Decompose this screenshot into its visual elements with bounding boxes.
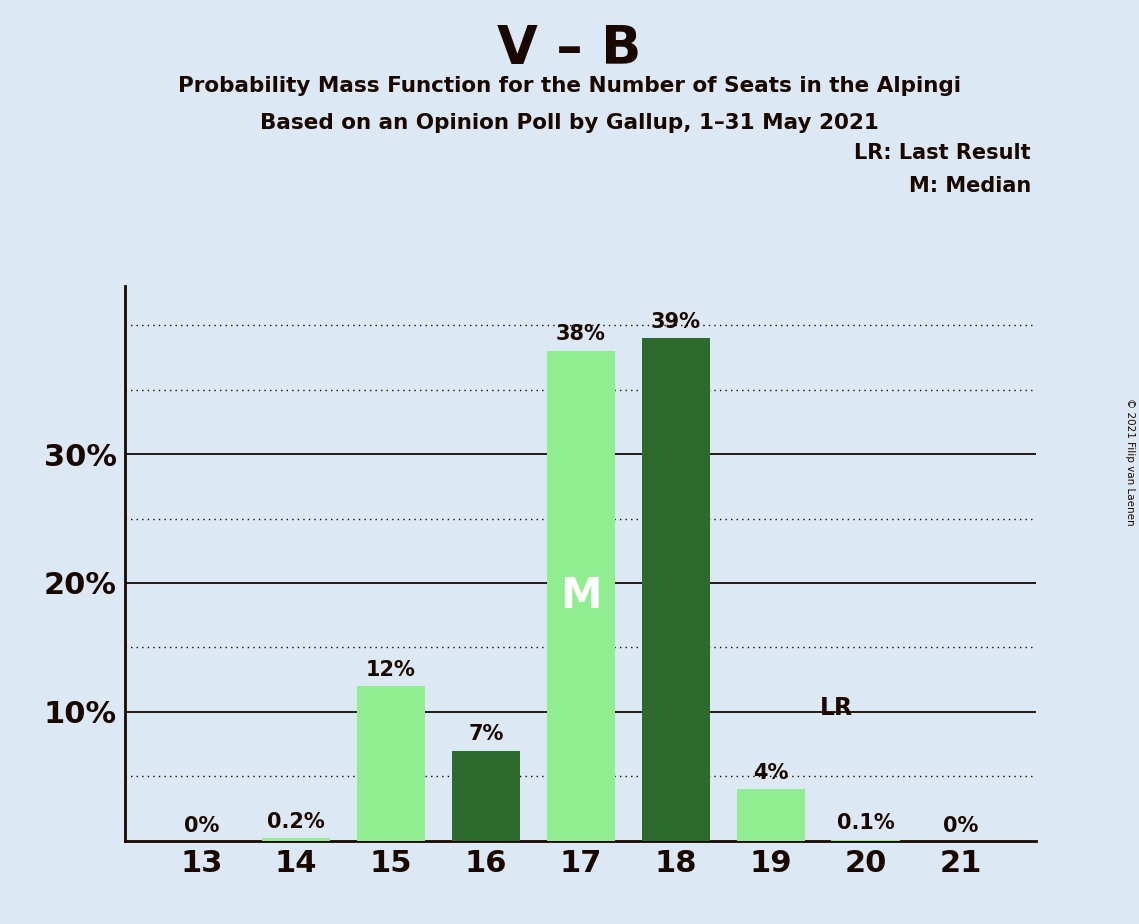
Text: 0.2%: 0.2%: [268, 812, 325, 832]
Bar: [641, 338, 710, 841]
Text: 4%: 4%: [753, 763, 788, 783]
Text: 0%: 0%: [943, 816, 978, 835]
Bar: [452, 750, 521, 841]
Bar: [831, 840, 900, 841]
Text: © 2021 Filip van Laenen: © 2021 Filip van Laenen: [1125, 398, 1134, 526]
Text: M: Median: M: Median: [909, 176, 1031, 196]
Text: V – B: V – B: [498, 23, 641, 75]
Bar: [737, 789, 805, 841]
Bar: [262, 838, 330, 841]
Text: 39%: 39%: [650, 311, 700, 332]
Text: LR: Last Result: LR: Last Result: [854, 143, 1031, 164]
Bar: [357, 687, 425, 841]
Text: LR: LR: [820, 696, 853, 720]
Text: M: M: [560, 575, 601, 617]
Text: Probability Mass Function for the Number of Seats in the Alpingi: Probability Mass Function for the Number…: [178, 76, 961, 96]
Text: 0.1%: 0.1%: [837, 813, 894, 833]
Text: 7%: 7%: [468, 724, 503, 744]
Text: Based on an Opinion Poll by Gallup, 1–31 May 2021: Based on an Opinion Poll by Gallup, 1–31…: [260, 113, 879, 133]
Text: 38%: 38%: [556, 324, 606, 345]
Bar: [547, 351, 615, 841]
Text: 0%: 0%: [183, 816, 219, 835]
Text: 12%: 12%: [366, 660, 416, 680]
